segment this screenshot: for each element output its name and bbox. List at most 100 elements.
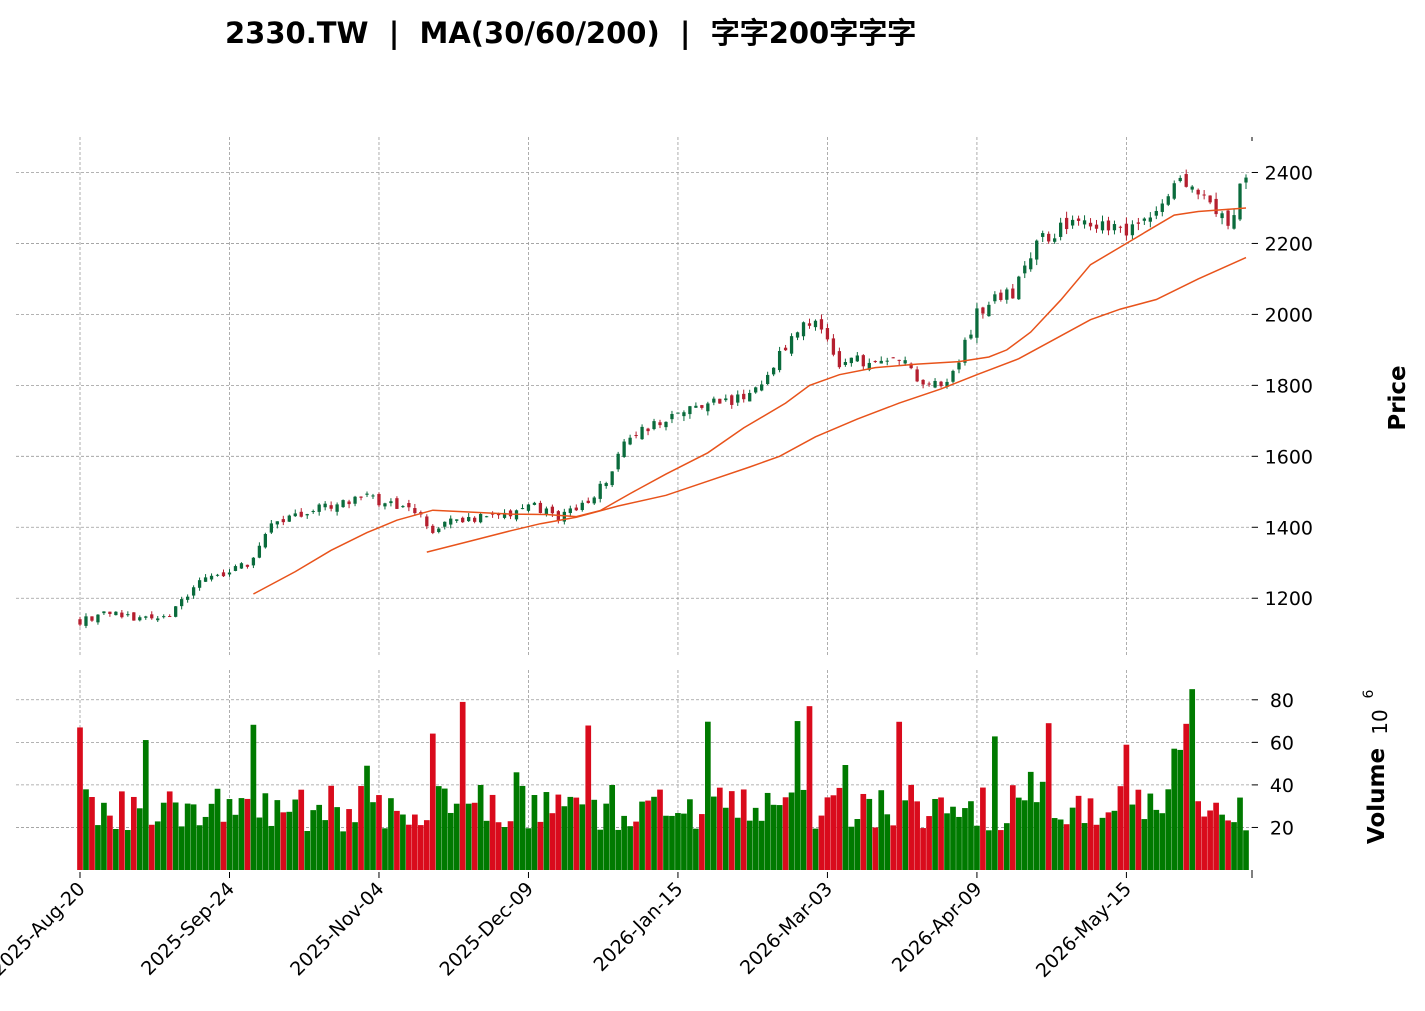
candle-body [449, 518, 453, 525]
volume-bar [920, 828, 926, 870]
volume-bar [896, 721, 903, 870]
candle-body [580, 502, 584, 511]
candle-body [496, 513, 501, 516]
volume-bar [513, 772, 520, 870]
volume-bar [250, 724, 257, 870]
candle-body [191, 587, 196, 596]
volume-bar [734, 817, 741, 870]
volume-bar [441, 788, 448, 870]
volume-bar [926, 816, 932, 870]
moving-average-lines [253, 207, 1247, 595]
candle-body [1041, 233, 1045, 237]
volume-bar [256, 817, 263, 870]
volume-bar [1093, 824, 1100, 870]
candle-body [275, 521, 279, 525]
volume-bar [1051, 818, 1058, 870]
candle-body [652, 421, 656, 430]
volume-bar [914, 801, 920, 870]
candle-body [365, 493, 369, 495]
volume-bar [800, 789, 807, 870]
candle-body [1035, 240, 1039, 260]
candle-body [1070, 219, 1075, 226]
volume-bar [764, 792, 771, 870]
volume-bar [400, 814, 406, 870]
candle-body [885, 360, 889, 362]
price-axis-title: Price [1385, 365, 1411, 430]
volume-bar [412, 814, 418, 870]
candle-body [1136, 222, 1141, 224]
volume-bar [597, 829, 604, 870]
candle-body [150, 614, 154, 619]
volume-bar [788, 792, 795, 870]
price-tick-label: 2200 [1265, 233, 1313, 255]
volume-bar [1117, 786, 1124, 870]
volume-bar [932, 798, 938, 870]
candle-body [819, 319, 824, 330]
candle-body [323, 503, 327, 508]
volume-bar [609, 784, 616, 870]
candle-body [138, 617, 142, 621]
candle-body [263, 534, 268, 548]
volume-axis-title: Volume [1364, 748, 1390, 844]
volume-bar [465, 803, 472, 870]
volume-bar [585, 725, 592, 870]
volume-tick-label: 20 [1270, 817, 1294, 839]
volume-bar [1195, 801, 1202, 870]
candle-body [1011, 288, 1015, 299]
volume-bar [459, 701, 466, 870]
volume-bar [699, 814, 705, 870]
volume-bar [525, 828, 532, 870]
volume-bar [280, 812, 287, 870]
candle-body [592, 497, 596, 504]
candle-body [1029, 258, 1033, 270]
candle-body [903, 360, 907, 364]
candle-body [341, 500, 345, 508]
candle-body [574, 507, 578, 511]
candle-body [377, 493, 381, 506]
volume-bar [746, 820, 753, 870]
candle-body [760, 384, 764, 391]
candle-body [455, 519, 459, 521]
volume-bar [710, 796, 717, 870]
volume-bar [423, 820, 430, 870]
volume-bar [561, 806, 568, 870]
volume-bar [722, 807, 729, 870]
candle-body [180, 599, 184, 607]
volume-bar [172, 802, 179, 870]
candle-body [1053, 238, 1057, 242]
candle-body [969, 334, 973, 339]
candle-body [586, 500, 590, 503]
volume-bar [728, 791, 735, 870]
candle-body [1244, 177, 1248, 183]
volume-bar [340, 831, 346, 870]
volume-bar [394, 810, 400, 870]
volume-bar [268, 825, 275, 870]
candle-body [96, 614, 100, 623]
candle-body [1196, 189, 1200, 195]
volume-bar [453, 803, 460, 870]
date-tick-label: 2025-Sep-24 [137, 878, 239, 980]
volume-bar [992, 736, 998, 870]
volume-bar [824, 797, 831, 870]
candle-body [1226, 210, 1230, 226]
volume-bar [142, 740, 149, 870]
volume-bar [489, 794, 496, 870]
date-tick-label: 2025-Nov-04 [286, 878, 388, 980]
candle-body [861, 355, 865, 367]
volume-bar [214, 788, 221, 870]
volume-bar [501, 827, 508, 870]
volume-bar [663, 815, 669, 870]
volume-bar [166, 791, 173, 870]
volume-bar [657, 789, 663, 870]
volume-bar [1015, 797, 1022, 870]
volume-tick-label: 60 [1270, 732, 1294, 754]
candle-body [915, 369, 919, 382]
volume-bar [633, 821, 639, 870]
volume-exponent-power: 6 [1361, 689, 1377, 698]
volume-bar [1033, 802, 1040, 870]
candle-body [443, 521, 447, 527]
candle-body [389, 501, 393, 504]
candle-body [461, 517, 465, 523]
volume-bar [681, 813, 687, 870]
candle-body [257, 545, 262, 558]
